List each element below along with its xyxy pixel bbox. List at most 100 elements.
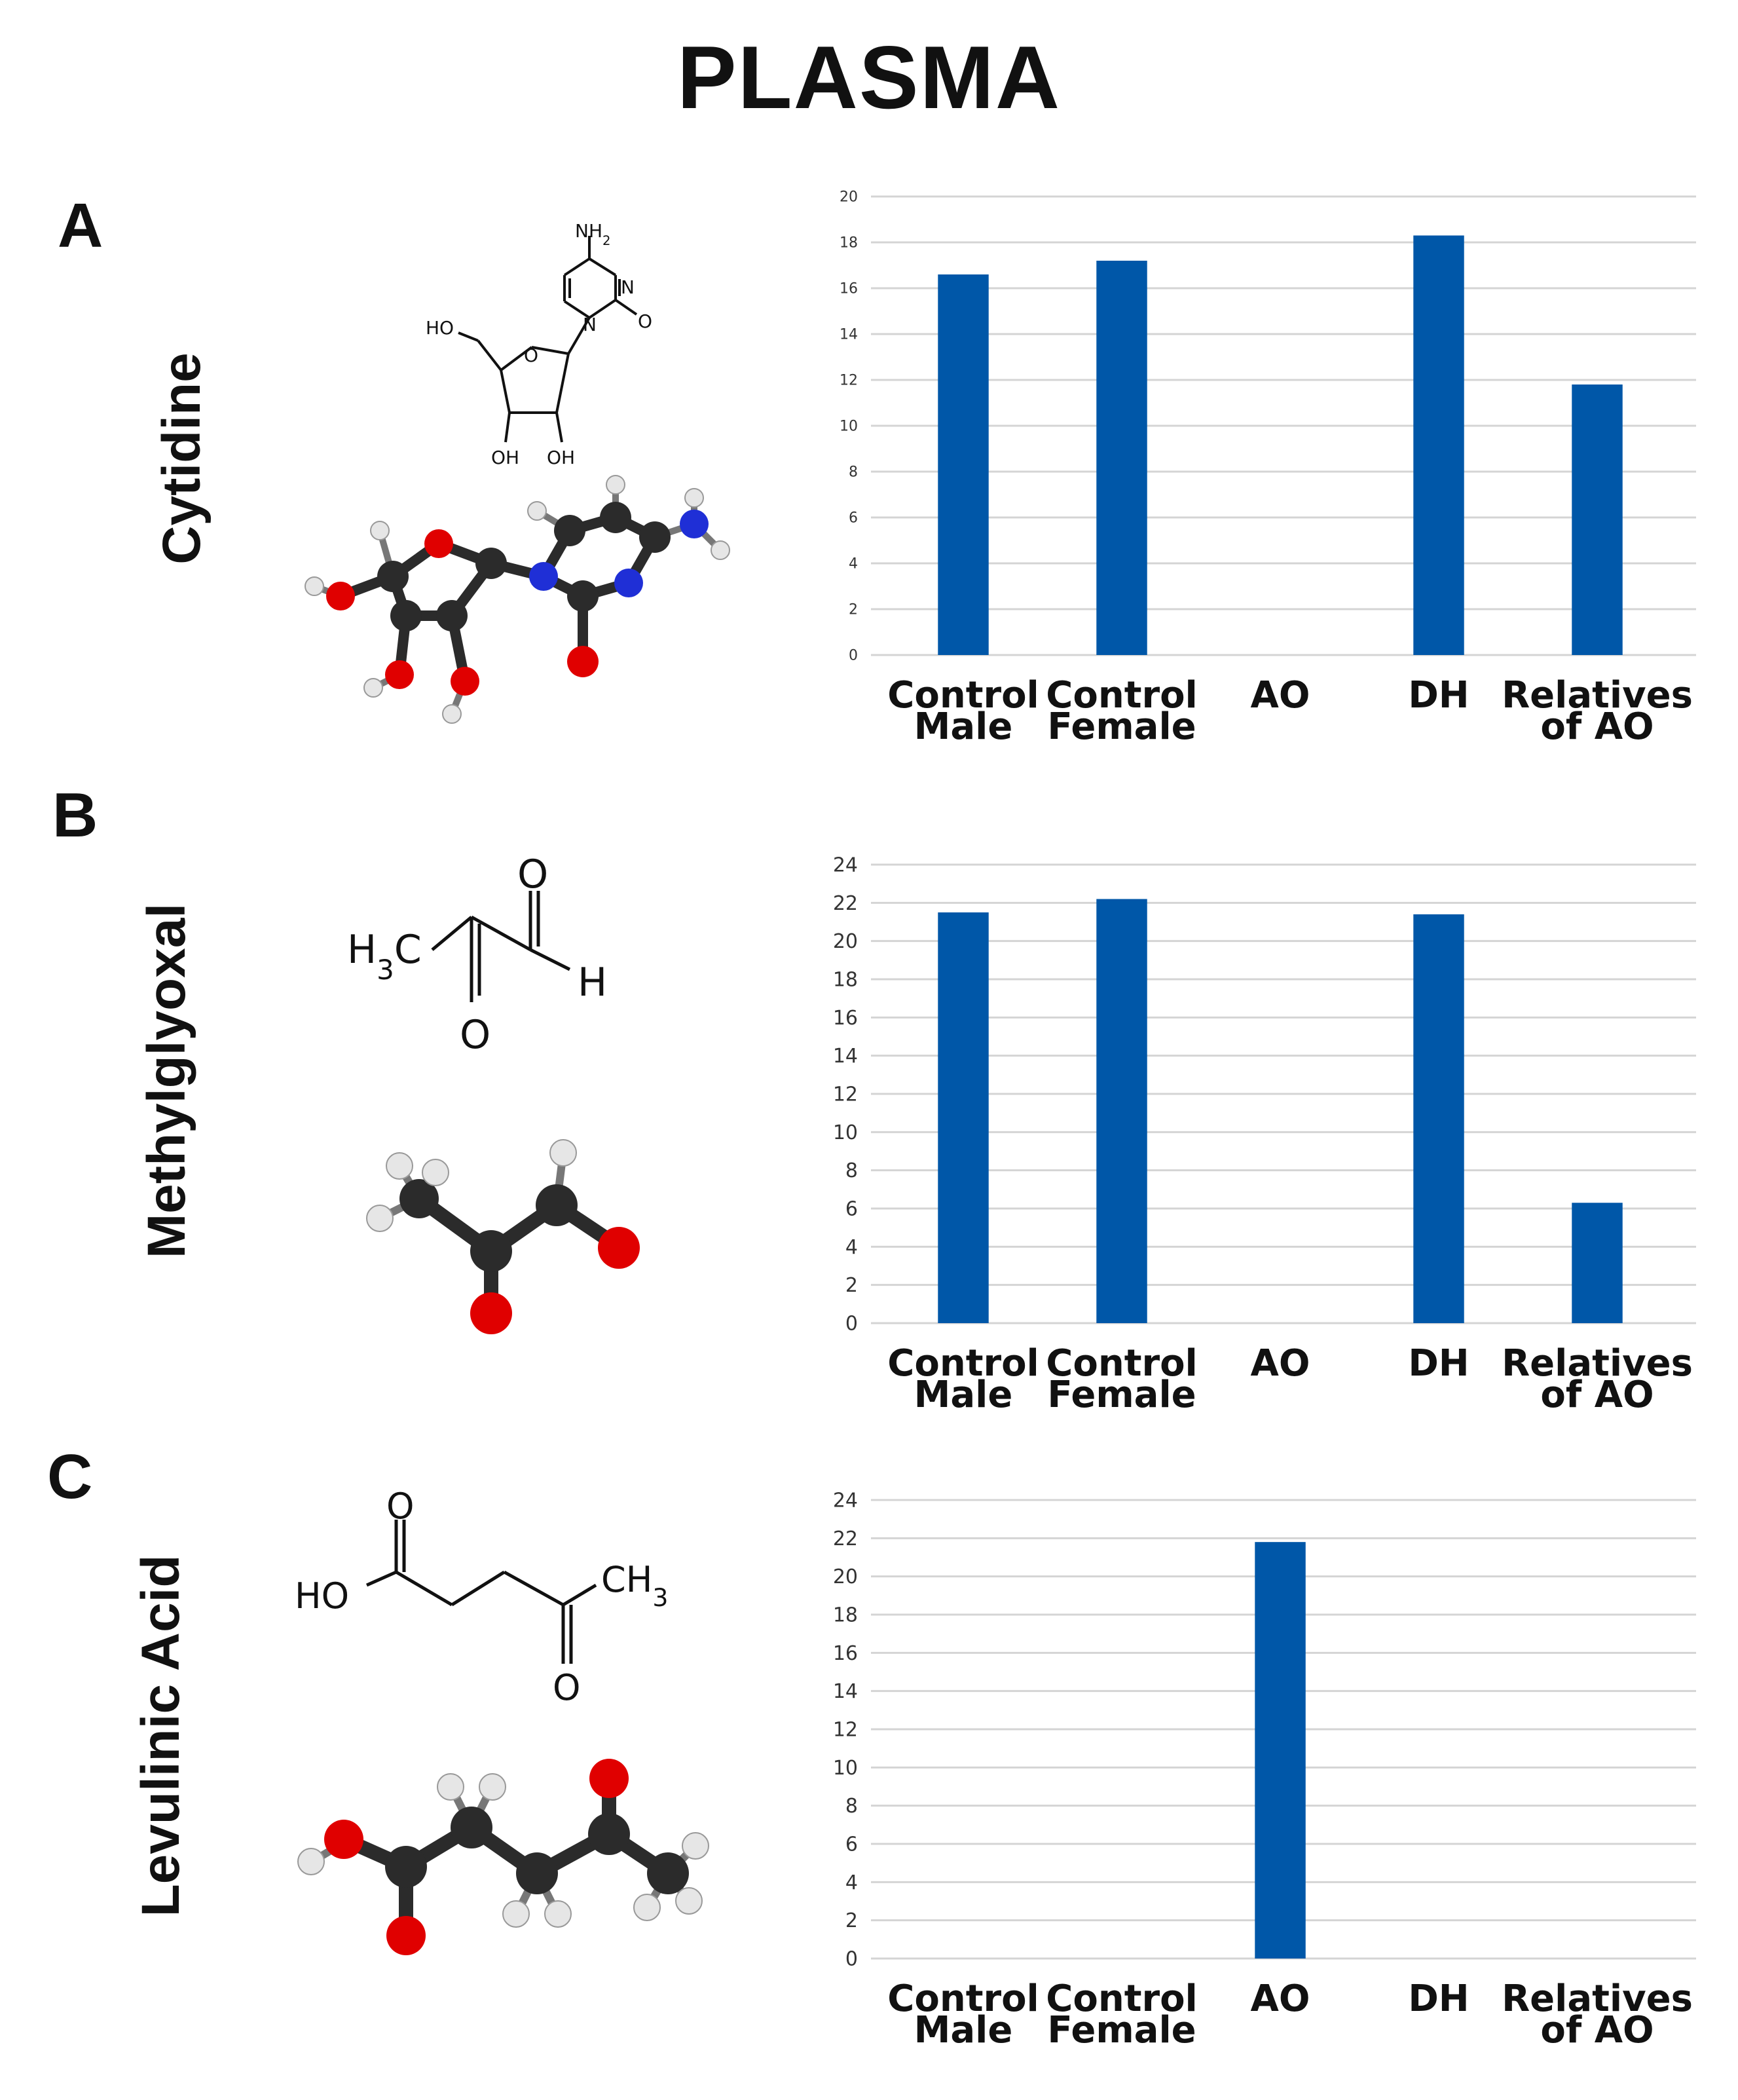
bar-ao [1255,1542,1306,1959]
y-tick-label: 18 [840,235,858,252]
cytidine-skeletal-structure: NH2 N N O O HO OH OH [426,220,652,468]
label-o-ketone: O [553,1667,581,1708]
panel-letter-b: B [52,780,98,850]
x-category-label: of AO [1540,705,1654,748]
y-tick-label: 4 [849,556,858,572]
y-tick-label: 16 [833,1642,858,1665]
y-tick-label: 8 [845,1795,858,1818]
label-o-acid: O [386,1487,415,1527]
y-tick-label: 22 [833,892,858,915]
y-tick-label: 18 [833,1604,858,1627]
label-o-keto: O [638,310,652,332]
x-category-label: Control [887,1978,1039,2020]
x-category-label: of AO [1540,1374,1654,1416]
x-category-label: AO [1251,1978,1310,2020]
x-category-label: Male [914,2009,1013,2052]
levulinic-acid-ball-stick-model [297,1759,709,1955]
bar-relatives-of-ao [1572,384,1623,655]
y-tick-label: 12 [833,1083,858,1106]
bar-control-female [1096,261,1147,655]
x-category-label: Relatives [1502,1342,1693,1385]
y-tick-label: 14 [840,327,858,343]
y-tick-label: 16 [840,281,858,297]
x-category-label: DH [1408,1342,1469,1385]
y-tick-label: 0 [849,648,858,664]
bar-control-male [938,912,989,1323]
label-nh2: NH2 [575,220,610,248]
x-category-label: Female [1047,2009,1196,2052]
y-tick-label: 16 [833,1007,858,1030]
compound-label-levulinic-acid: Levulinic Acid [131,1554,191,1917]
x-category-label: Control [1046,1978,1198,2020]
label-o-aldehyde: O [517,852,548,897]
y-tick-label: 10 [833,1757,858,1780]
x-category-label: AO [1251,674,1310,717]
bar-chart-cytidine: 02468101214161820ControlMaleControlFemal… [840,189,1696,748]
bar-chart-levulinic-acid: 024681012141618202224ControlMaleControlF… [833,1490,1696,2052]
label-ho: HO [295,1575,349,1617]
x-category-label: Male [914,1374,1013,1416]
x-category-label: Control [1046,1342,1198,1385]
y-tick-label: 20 [840,189,858,206]
y-tick-label: 2 [845,1909,858,1932]
y-tick-label: 2 [849,602,858,618]
bar-dh [1413,235,1464,655]
label-oh-2: OH [547,447,575,468]
label-ch3: CH3 [601,1559,668,1612]
x-category-label: AO [1251,1342,1310,1385]
label-oh-1: OH [491,447,519,468]
y-tick-label: 4 [845,1236,858,1259]
label-h3c: H3C [347,927,422,986]
y-tick-label: 20 [833,1566,858,1588]
y-tick-label: 24 [833,1490,858,1512]
y-tick-label: 14 [833,1045,858,1068]
x-category-label: Control [1046,674,1198,717]
x-category-label: DH [1408,1978,1469,2020]
y-tick-label: 24 [833,854,858,877]
figure-title: PLASMA [676,28,1062,127]
x-category-label: of AO [1540,2009,1654,2052]
y-tick-label: 12 [840,373,858,389]
y-tick-label: 2 [845,1274,858,1297]
y-tick-label: 0 [845,1313,858,1336]
y-tick-label: 12 [833,1719,858,1742]
y-tick-label: 10 [840,419,858,435]
bar-relatives-of-ao [1572,1203,1623,1323]
y-tick-label: 6 [845,1833,858,1856]
y-tick-label: 6 [845,1198,858,1221]
y-tick-label: 6 [849,510,858,527]
bar-chart-methylglyoxal: 024681012141618202224ControlMaleControlF… [833,854,1696,1416]
x-category-label: Female [1047,705,1196,748]
x-category-label: Male [914,705,1013,748]
panel-letter-c: C [47,1442,93,1512]
label-n-ring: N [621,276,635,298]
bar-dh [1413,914,1464,1323]
y-tick-label: 14 [833,1680,858,1703]
x-category-label: Control [887,1342,1039,1385]
levulinic-acid-skeletal-structure: O HO CH3 O [295,1487,668,1708]
label-o-ketone: O [460,1012,490,1058]
label-h: H [578,960,607,1005]
x-category-label: Female [1047,1374,1196,1416]
x-category-label: Control [887,674,1039,717]
x-category-label: DH [1408,674,1469,717]
compound-label-methylglyoxal: Methylglyoxal [137,903,196,1259]
y-tick-label: 8 [845,1159,858,1182]
y-tick-label: 18 [833,969,858,992]
y-tick-label: 4 [845,1871,858,1894]
methylglyoxal-ball-stick-model [366,1139,640,1334]
y-tick-label: 10 [833,1121,858,1144]
bar-control-female [1096,899,1147,1323]
y-tick-label: 8 [849,464,858,481]
methylglyoxal-skeletal-structure: H3C O H O [347,852,607,1058]
label-n1: N [583,314,597,335]
label-o-ring: O [524,345,538,366]
cytidine-ball-stick-model [305,475,730,724]
y-tick-label: 20 [833,930,858,953]
x-category-label: Relatives [1502,1978,1693,2020]
label-ho: HO [426,317,454,339]
y-tick-label: 22 [833,1528,858,1550]
bar-control-male [938,274,989,655]
x-category-label: Relatives [1502,674,1693,717]
y-tick-label: 0 [845,1948,858,1971]
